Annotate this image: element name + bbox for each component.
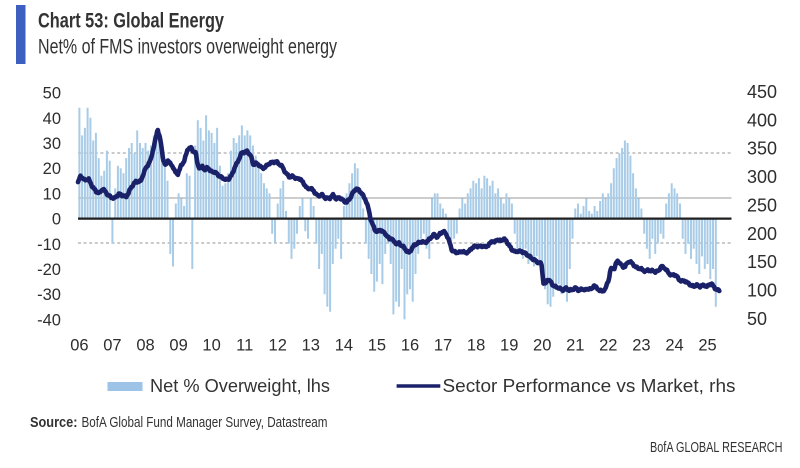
svg-text:Chart 53: Global Energy: Chart 53: Global Energy [38, 10, 224, 33]
svg-text:23: 23 [632, 337, 650, 355]
svg-text:150: 150 [747, 252, 777, 272]
svg-text:Source:: Source: [30, 414, 78, 431]
svg-text:06: 06 [70, 337, 88, 355]
svg-text:13: 13 [302, 337, 320, 355]
svg-text:40: 40 [43, 110, 61, 128]
svg-text:09: 09 [169, 337, 187, 355]
svg-text:20: 20 [533, 337, 551, 355]
svg-text:12: 12 [269, 337, 287, 355]
svg-text:Net% of FMS investors overweig: Net% of FMS investors overweight energy [38, 36, 337, 59]
svg-text:18: 18 [467, 337, 485, 355]
svg-text:24: 24 [665, 337, 683, 355]
svg-text:0: 0 [52, 211, 61, 229]
svg-text:10: 10 [43, 185, 61, 203]
svg-text:-20: -20 [37, 261, 61, 279]
svg-text:-10: -10 [37, 236, 61, 254]
svg-text:250: 250 [747, 195, 777, 215]
svg-text:10: 10 [202, 337, 220, 355]
svg-text:30: 30 [43, 135, 61, 153]
svg-text:20: 20 [43, 160, 61, 178]
svg-text:-40: -40 [37, 311, 61, 329]
svg-text:-30: -30 [37, 286, 61, 304]
svg-text:50: 50 [43, 85, 61, 103]
svg-text:300: 300 [747, 167, 777, 187]
svg-text:19: 19 [500, 337, 518, 355]
svg-text:21: 21 [566, 337, 584, 355]
svg-text:08: 08 [136, 337, 154, 355]
svg-text:BofA GLOBAL RESEARCH: BofA GLOBAL RESEARCH [650, 439, 783, 456]
svg-text:Net % Overweight, lhs: Net % Overweight, lhs [150, 376, 330, 396]
svg-text:200: 200 [747, 224, 777, 244]
svg-text:Sector Performance vs Market,: Sector Performance vs Market, rhs [443, 376, 736, 396]
svg-text:450: 450 [747, 82, 777, 102]
svg-text:100: 100 [747, 280, 777, 300]
svg-text:11: 11 [236, 337, 253, 355]
svg-text:400: 400 [747, 110, 777, 130]
svg-text:07: 07 [103, 337, 121, 355]
svg-text:22: 22 [599, 337, 617, 355]
svg-text:17: 17 [434, 337, 452, 355]
svg-text:14: 14 [335, 337, 353, 355]
svg-text:350: 350 [747, 139, 777, 159]
svg-text:15: 15 [368, 337, 386, 355]
svg-text:50: 50 [747, 309, 767, 329]
svg-text:BofA Global Fund Manager Surve: BofA Global Fund Manager Survey, Datastr… [82, 414, 328, 431]
svg-text:16: 16 [401, 337, 419, 355]
svg-text:25: 25 [698, 337, 716, 355]
